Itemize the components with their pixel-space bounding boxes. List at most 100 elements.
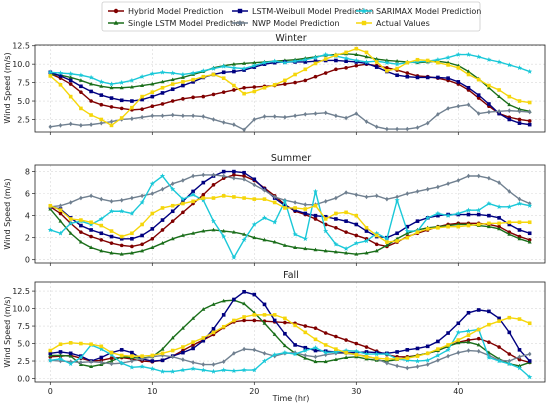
data-point bbox=[456, 338, 461, 342]
data-point bbox=[150, 245, 155, 250]
x-tick-label: 30 bbox=[351, 387, 361, 396]
data-point bbox=[242, 346, 246, 352]
data-point bbox=[99, 117, 104, 122]
data-point bbox=[252, 60, 257, 65]
data-point bbox=[323, 248, 328, 253]
data-point bbox=[385, 126, 389, 132]
x-tick-label: 10 bbox=[147, 387, 157, 396]
data-point bbox=[68, 231, 73, 235]
data-point bbox=[181, 345, 185, 349]
data-point bbox=[201, 228, 206, 233]
data-point bbox=[108, 208, 115, 214]
data-point bbox=[262, 85, 267, 90]
data-point bbox=[415, 189, 420, 194]
data-point bbox=[282, 349, 288, 355]
data-point bbox=[507, 108, 512, 113]
data-point bbox=[180, 367, 186, 373]
plot-frame bbox=[34, 281, 546, 383]
data-point bbox=[160, 351, 165, 356]
data-point bbox=[293, 80, 297, 85]
data-point bbox=[303, 345, 308, 350]
data-point bbox=[58, 350, 63, 354]
data-point bbox=[354, 213, 359, 218]
data-point bbox=[89, 99, 93, 103]
data-point bbox=[129, 84, 134, 89]
data-point bbox=[119, 348, 124, 352]
data-point bbox=[159, 173, 166, 179]
data-point bbox=[282, 59, 288, 65]
data-point bbox=[201, 74, 206, 79]
data-point bbox=[283, 78, 287, 83]
data-point bbox=[282, 198, 288, 204]
data-point bbox=[353, 348, 359, 354]
data-point bbox=[221, 63, 227, 69]
y-axis-label: Wind Speed (m/s) bbox=[3, 178, 12, 249]
data-point bbox=[242, 301, 247, 306]
data-point bbox=[119, 360, 125, 366]
data-point bbox=[476, 348, 481, 354]
data-point bbox=[242, 174, 246, 178]
data-point bbox=[109, 234, 114, 239]
y-tick-label: 12.5 bbox=[12, 287, 30, 296]
data-point bbox=[252, 197, 257, 201]
data-point bbox=[446, 181, 450, 187]
data-point bbox=[293, 206, 297, 210]
data-point bbox=[312, 188, 319, 194]
data-point bbox=[323, 352, 328, 358]
data-point bbox=[242, 170, 246, 175]
data-point bbox=[517, 117, 522, 122]
data-point bbox=[333, 349, 339, 355]
data-point bbox=[415, 364, 420, 369]
data-point bbox=[353, 240, 359, 246]
data-point bbox=[150, 236, 155, 241]
data-point bbox=[415, 57, 420, 62]
data-point bbox=[303, 111, 308, 117]
y-tick-label: 7.5 bbox=[17, 79, 30, 88]
data-point bbox=[354, 233, 359, 238]
legend-label: SARIMAX Model Prediction bbox=[376, 7, 481, 16]
data-point bbox=[252, 318, 257, 323]
data-point bbox=[283, 82, 287, 86]
data-point bbox=[293, 72, 297, 77]
data-point bbox=[354, 46, 359, 51]
data-point bbox=[47, 357, 53, 363]
data-point bbox=[181, 199, 185, 204]
data-point bbox=[395, 73, 399, 78]
data-point bbox=[201, 336, 206, 340]
data-point bbox=[323, 349, 329, 355]
data-point bbox=[343, 55, 349, 61]
data-point bbox=[303, 211, 308, 216]
data-point bbox=[232, 195, 236, 199]
data-point bbox=[476, 222, 481, 227]
data-point bbox=[170, 70, 176, 76]
data-point bbox=[119, 208, 125, 214]
data-point bbox=[211, 92, 216, 97]
legend-label: Single LSTM Model Prediction bbox=[128, 19, 245, 28]
data-point bbox=[99, 102, 104, 107]
data-point bbox=[303, 356, 308, 360]
data-point bbox=[149, 71, 155, 76]
data-point bbox=[487, 213, 491, 218]
data-point bbox=[201, 114, 206, 119]
data-point bbox=[109, 119, 114, 125]
data-point bbox=[303, 60, 308, 64]
data-point bbox=[425, 186, 430, 192]
series-actual-values bbox=[48, 313, 532, 361]
data-point bbox=[313, 354, 318, 360]
data-point bbox=[231, 230, 236, 234]
data-point bbox=[191, 80, 195, 84]
data-point bbox=[497, 224, 501, 229]
data-point bbox=[252, 182, 257, 188]
data-point bbox=[130, 354, 134, 358]
data-point bbox=[98, 79, 104, 85]
data-point bbox=[272, 200, 277, 205]
data-point bbox=[507, 94, 512, 99]
data-point bbox=[405, 235, 410, 240]
panel-title: Summer bbox=[271, 153, 311, 164]
data-point bbox=[272, 353, 277, 359]
data-point bbox=[181, 80, 185, 84]
data-point bbox=[395, 59, 400, 63]
data-point bbox=[201, 362, 206, 367]
data-point bbox=[181, 357, 185, 362]
data-point bbox=[130, 358, 134, 364]
